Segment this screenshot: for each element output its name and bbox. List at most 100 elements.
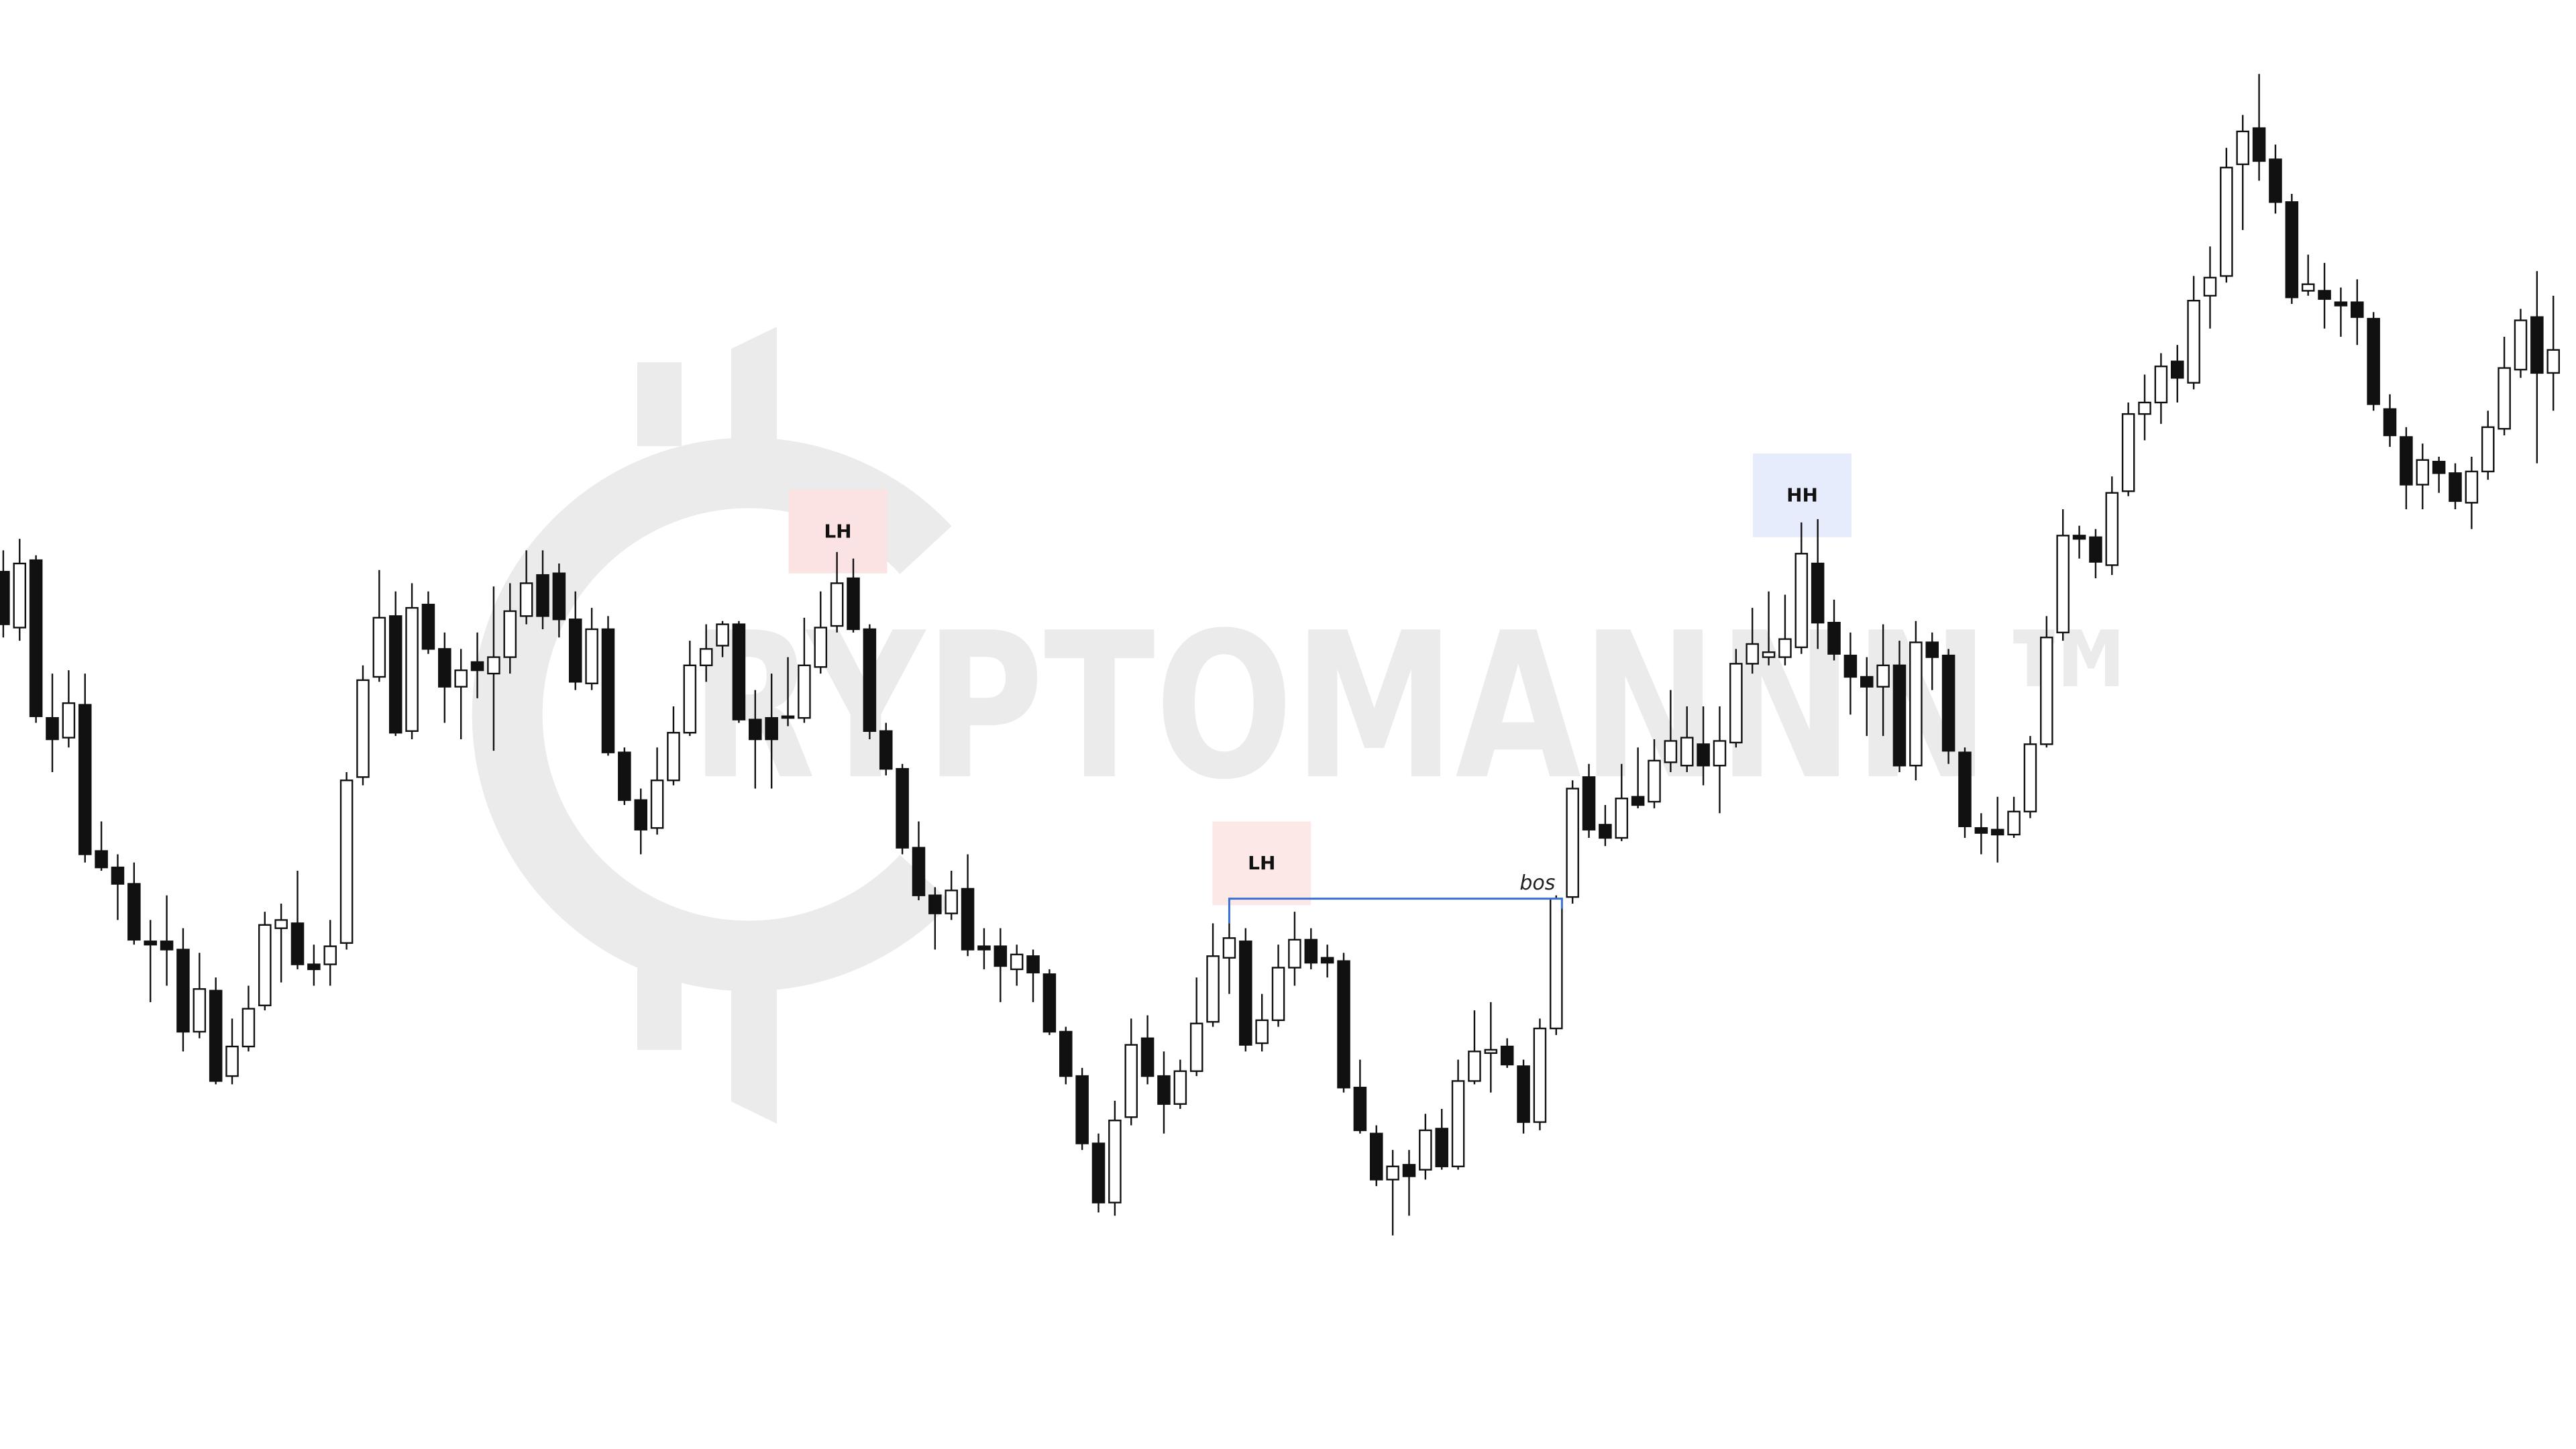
- candle-body-down: [1925, 641, 1939, 658]
- candle-body-up: [1729, 663, 1743, 744]
- candle-body-down: [536, 574, 549, 617]
- candle-body-up: [62, 702, 76, 739]
- candle-body-up: [241, 1008, 256, 1048]
- candle-body-down: [1582, 776, 1596, 830]
- candle-body-up: [2301, 283, 2315, 292]
- candle-body-up: [519, 582, 533, 617]
- candle-body-down: [977, 945, 991, 951]
- candle-body-down: [879, 730, 893, 770]
- candle-body-up: [699, 648, 713, 667]
- candle-body-up: [1550, 898, 1563, 1030]
- candle-body-up: [1762, 651, 1776, 658]
- candle-body-up: [2040, 637, 2053, 745]
- annotation-box: [788, 489, 888, 574]
- candle-body-down: [1435, 1128, 1448, 1167]
- candle-body-down: [0, 571, 10, 625]
- candle-body-down: [1337, 960, 1350, 1089]
- candle-body-down: [847, 577, 860, 631]
- candle-body-up: [1386, 1165, 1399, 1181]
- candle-body-down: [1631, 796, 1645, 806]
- candle-body-down: [749, 718, 762, 741]
- candle-body-down: [2351, 301, 2364, 318]
- candle-body-up: [1794, 553, 1809, 649]
- candle-body-down: [1402, 1164, 1416, 1177]
- candle-body-down: [618, 751, 631, 801]
- candle-body-down: [95, 850, 108, 869]
- candle-body-up: [1566, 788, 1579, 898]
- candle-body-down: [1369, 1132, 1383, 1181]
- candle-body-up: [1222, 937, 1236, 959]
- candle-body-down: [863, 628, 877, 732]
- candle-body-up: [1778, 638, 1792, 658]
- candle-body-up: [2416, 459, 2430, 486]
- watermark: RYPTOMANNN™: [472, 327, 2153, 1124]
- candle-body-down: [994, 945, 1008, 967]
- candle-body-up: [193, 988, 207, 1033]
- candle-body-up: [2236, 130, 2249, 166]
- candle-body-up: [356, 679, 370, 778]
- candle-body-up: [1533, 1027, 1547, 1123]
- candle-body-up: [1271, 967, 1285, 1022]
- candle-body-down: [2334, 301, 2348, 307]
- candle-body-up: [2007, 810, 2021, 836]
- candle-body-up: [405, 606, 419, 732]
- candle-body-down: [2383, 408, 2397, 437]
- candle-body-up: [585, 628, 598, 684]
- candle-body-up: [1173, 1070, 1187, 1105]
- candle-body-down: [290, 922, 305, 965]
- candle-body-down: [2449, 472, 2462, 502]
- candle-body-down: [1075, 1075, 1089, 1144]
- candle-body-up: [1451, 1080, 1465, 1167]
- candle-body-down: [1892, 664, 1907, 767]
- candle-body-down: [2400, 436, 2413, 486]
- annotation-box: [1212, 821, 1311, 906]
- candle-body-up: [1468, 1051, 1481, 1082]
- candle-body-down: [2072, 535, 2086, 540]
- candle-body-down: [1320, 957, 1334, 964]
- candle-body-down: [2530, 316, 2544, 374]
- annotation-label: HH: [1786, 484, 1818, 506]
- candle-body-down: [1974, 827, 1988, 834]
- candle-body-down: [1827, 621, 1841, 655]
- candle-body-up: [683, 664, 697, 734]
- candle-body-down: [1042, 973, 1057, 1033]
- candle-body-down: [2269, 158, 2282, 203]
- candle-body-up: [2056, 535, 2070, 634]
- candle-body-up: [830, 582, 844, 627]
- candle-body-down: [2367, 317, 2380, 405]
- candle-body-up: [2105, 492, 2119, 566]
- candle-body-down: [1353, 1087, 1367, 1132]
- candle-body-down: [160, 941, 174, 951]
- candle-body-down: [421, 604, 435, 650]
- candles: [0, 74, 2560, 1236]
- candle-body-up: [650, 780, 664, 829]
- candle-body-down: [1860, 676, 1874, 688]
- candle-body-down: [388, 615, 402, 734]
- candle-body-down: [2170, 360, 2184, 379]
- candle-body-down: [732, 623, 746, 720]
- candle-body-up: [274, 919, 288, 929]
- candle-body-down: [29, 559, 43, 717]
- watermark-logo-ring: [472, 437, 952, 991]
- candle-body-down: [568, 619, 582, 683]
- candle-body-down: [601, 628, 615, 753]
- candle-body-up: [2220, 166, 2233, 277]
- watermark-logo-bar: [637, 362, 682, 446]
- candle-body-down: [552, 572, 566, 621]
- candle-body-up: [2203, 276, 2217, 297]
- candle-body-down: [1811, 562, 1825, 624]
- watermark-logo-bar: [637, 966, 682, 1050]
- candle-body-down: [1059, 1030, 1073, 1077]
- candle-body-up: [2514, 319, 2528, 371]
- candle-body-down: [2252, 127, 2266, 162]
- annotation-label: LH: [824, 520, 851, 542]
- candle-body-down: [46, 717, 59, 741]
- candle-body-up: [2498, 367, 2511, 430]
- candle-body-up: [1484, 1049, 1498, 1054]
- candle-body-down: [961, 888, 975, 951]
- candle-body-up: [1189, 1022, 1203, 1072]
- candle-body-down: [1157, 1075, 1171, 1105]
- candle-body-down: [1239, 941, 1252, 1046]
- candle-body-up: [1124, 1044, 1138, 1118]
